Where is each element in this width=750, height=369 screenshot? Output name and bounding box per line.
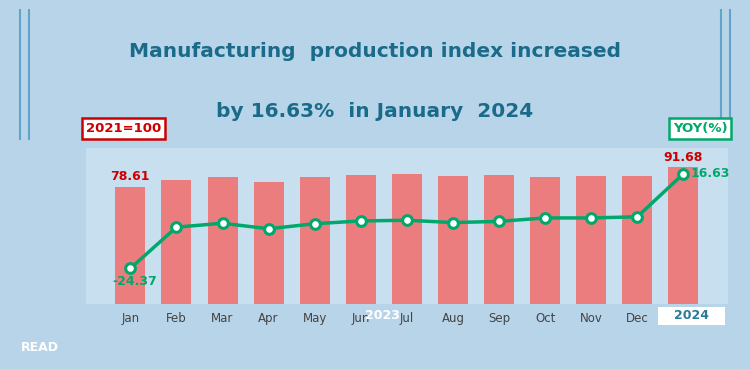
Bar — [346, 175, 376, 304]
Bar — [668, 168, 698, 304]
Text: 2023: 2023 — [364, 309, 400, 323]
Text: 16.63: 16.63 — [690, 167, 730, 180]
Text: by 16.63%  in January  2024: by 16.63% in January 2024 — [216, 102, 534, 121]
Bar — [161, 180, 191, 304]
Bar — [530, 177, 560, 304]
Bar — [576, 176, 606, 304]
Text: 78.61: 78.61 — [110, 170, 150, 183]
Text: Manufacturing  production index increased: Manufacturing production index increased — [129, 42, 621, 61]
Bar — [484, 175, 514, 304]
Text: 2024: 2024 — [674, 309, 710, 323]
Text: READ: READ — [20, 341, 58, 354]
Bar — [300, 177, 330, 304]
Bar — [392, 175, 422, 304]
Text: YOY(%): YOY(%) — [673, 122, 728, 135]
Bar — [254, 182, 284, 304]
Bar — [622, 176, 652, 304]
Bar — [438, 176, 468, 304]
Text: 91.68: 91.68 — [664, 151, 703, 164]
Bar — [116, 187, 146, 304]
Bar — [208, 177, 238, 304]
Text: -24.37: -24.37 — [112, 275, 157, 288]
Bar — [658, 307, 725, 325]
Text: 2021=100: 2021=100 — [86, 122, 161, 135]
